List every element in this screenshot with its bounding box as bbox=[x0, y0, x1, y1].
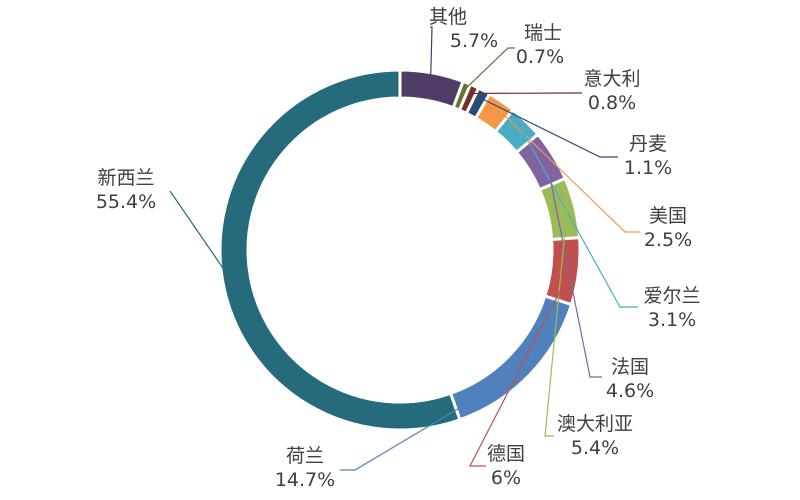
leader-line-7 bbox=[544, 209, 568, 437]
leader-line-3 bbox=[480, 97, 618, 158]
slice-value-6: 4.6% bbox=[606, 380, 654, 402]
slice-label-6: 法国 bbox=[611, 356, 649, 378]
leader-line-10 bbox=[169, 190, 231, 280]
slice-value-10: 55.4% bbox=[96, 191, 156, 213]
slice-label-7: 澳大利亚 bbox=[557, 413, 633, 435]
leader-line-0 bbox=[430, 26, 433, 81]
slice-label-2: 意大利 bbox=[583, 68, 640, 90]
leader-line-1 bbox=[463, 47, 515, 91]
slice-label-9: 荷兰 bbox=[286, 445, 324, 467]
slice-label-5: 爱尔兰 bbox=[643, 285, 700, 307]
leader-line-4 bbox=[496, 107, 640, 233]
slice-value-0: 5.7% bbox=[450, 30, 498, 52]
slice-value-2: 0.8% bbox=[588, 92, 636, 114]
slice-10 bbox=[218, 68, 462, 432]
slice-label-0: 其他 bbox=[429, 6, 467, 28]
slice-value-8: 6% bbox=[491, 467, 521, 489]
slice-label-10: 新西兰 bbox=[97, 167, 154, 189]
leader-line-8 bbox=[469, 270, 572, 467]
slice-value-3: 1.1% bbox=[624, 157, 672, 179]
donut-slices bbox=[218, 68, 582, 432]
slice-7 bbox=[537, 176, 582, 242]
slice-label-3: 丹麦 bbox=[629, 133, 667, 155]
slice-value-7: 5.4% bbox=[571, 437, 619, 459]
leader-line-5 bbox=[519, 126, 638, 308]
leader-line-6 bbox=[545, 159, 602, 378]
slice-label-8: 德国 bbox=[487, 443, 525, 465]
slice-label-4: 美国 bbox=[649, 205, 687, 227]
slice-8 bbox=[542, 235, 582, 307]
slice-value-1: 0.7% bbox=[516, 46, 564, 68]
slice-9 bbox=[448, 294, 574, 422]
slice-value-4: 2.5% bbox=[644, 229, 692, 251]
slice-label-1: 瑞士 bbox=[524, 22, 562, 44]
leader-line-9 bbox=[340, 369, 524, 471]
slice-0 bbox=[398, 68, 466, 110]
slice-value-5: 3.1% bbox=[648, 309, 696, 331]
slice-value-9: 14.7% bbox=[275, 469, 335, 491]
